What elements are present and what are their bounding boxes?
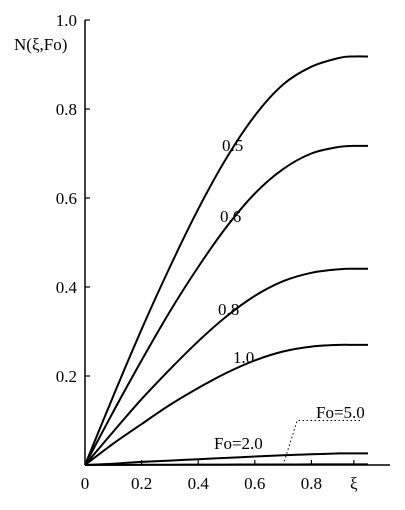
curve-0-6 bbox=[84, 144, 369, 466]
curve-label-fo-2-0: Fo=2.0 bbox=[214, 434, 263, 453]
x-tick-label: ξ bbox=[350, 474, 358, 493]
curve-1-0 bbox=[84, 343, 368, 466]
curve-label-fo-5-0: Fo=5.0 bbox=[316, 403, 365, 422]
x-tick-label: 0.2 bbox=[131, 474, 152, 493]
curve-fo-2-0 bbox=[84, 452, 368, 466]
curve-label-fo-0-6: 0.6 bbox=[220, 207, 241, 226]
tick-labels: 0 0.2 0.4 0.6 0.8 ξ 0.2 0.4 0.6 0.8 1.0 bbox=[56, 11, 358, 493]
y-tick-label: 0.2 bbox=[56, 367, 77, 386]
x-tick-label: 0.8 bbox=[301, 474, 322, 493]
curve-label-fo-1-0: 1.0 bbox=[233, 348, 254, 367]
x-tick-label: 0 bbox=[81, 474, 90, 493]
fo-5-0-leader-line bbox=[282, 420, 363, 466]
y-tick-label: 0.4 bbox=[56, 278, 78, 297]
y-tick-label: 0.8 bbox=[56, 100, 77, 119]
curve-0-8 bbox=[84, 267, 369, 466]
curve-label-fo-0-5: 0.5 bbox=[222, 136, 243, 155]
y-tick-label: 0.6 bbox=[56, 189, 77, 208]
axes bbox=[84, 20, 390, 466]
y-axis-title: N(ξ,Fo) bbox=[14, 35, 67, 54]
curve-0-5 bbox=[84, 55, 369, 466]
ticks bbox=[85, 19, 355, 465]
curve-fo-5-0 bbox=[84, 463, 369, 466]
curve-label-fo-0-8: 0.8 bbox=[218, 300, 239, 319]
x-tick-label: 0.4 bbox=[188, 474, 210, 493]
y-tick-label: 1.0 bbox=[56, 11, 77, 30]
curves bbox=[84, 55, 369, 466]
x-tick-label: 0.6 bbox=[244, 474, 265, 493]
